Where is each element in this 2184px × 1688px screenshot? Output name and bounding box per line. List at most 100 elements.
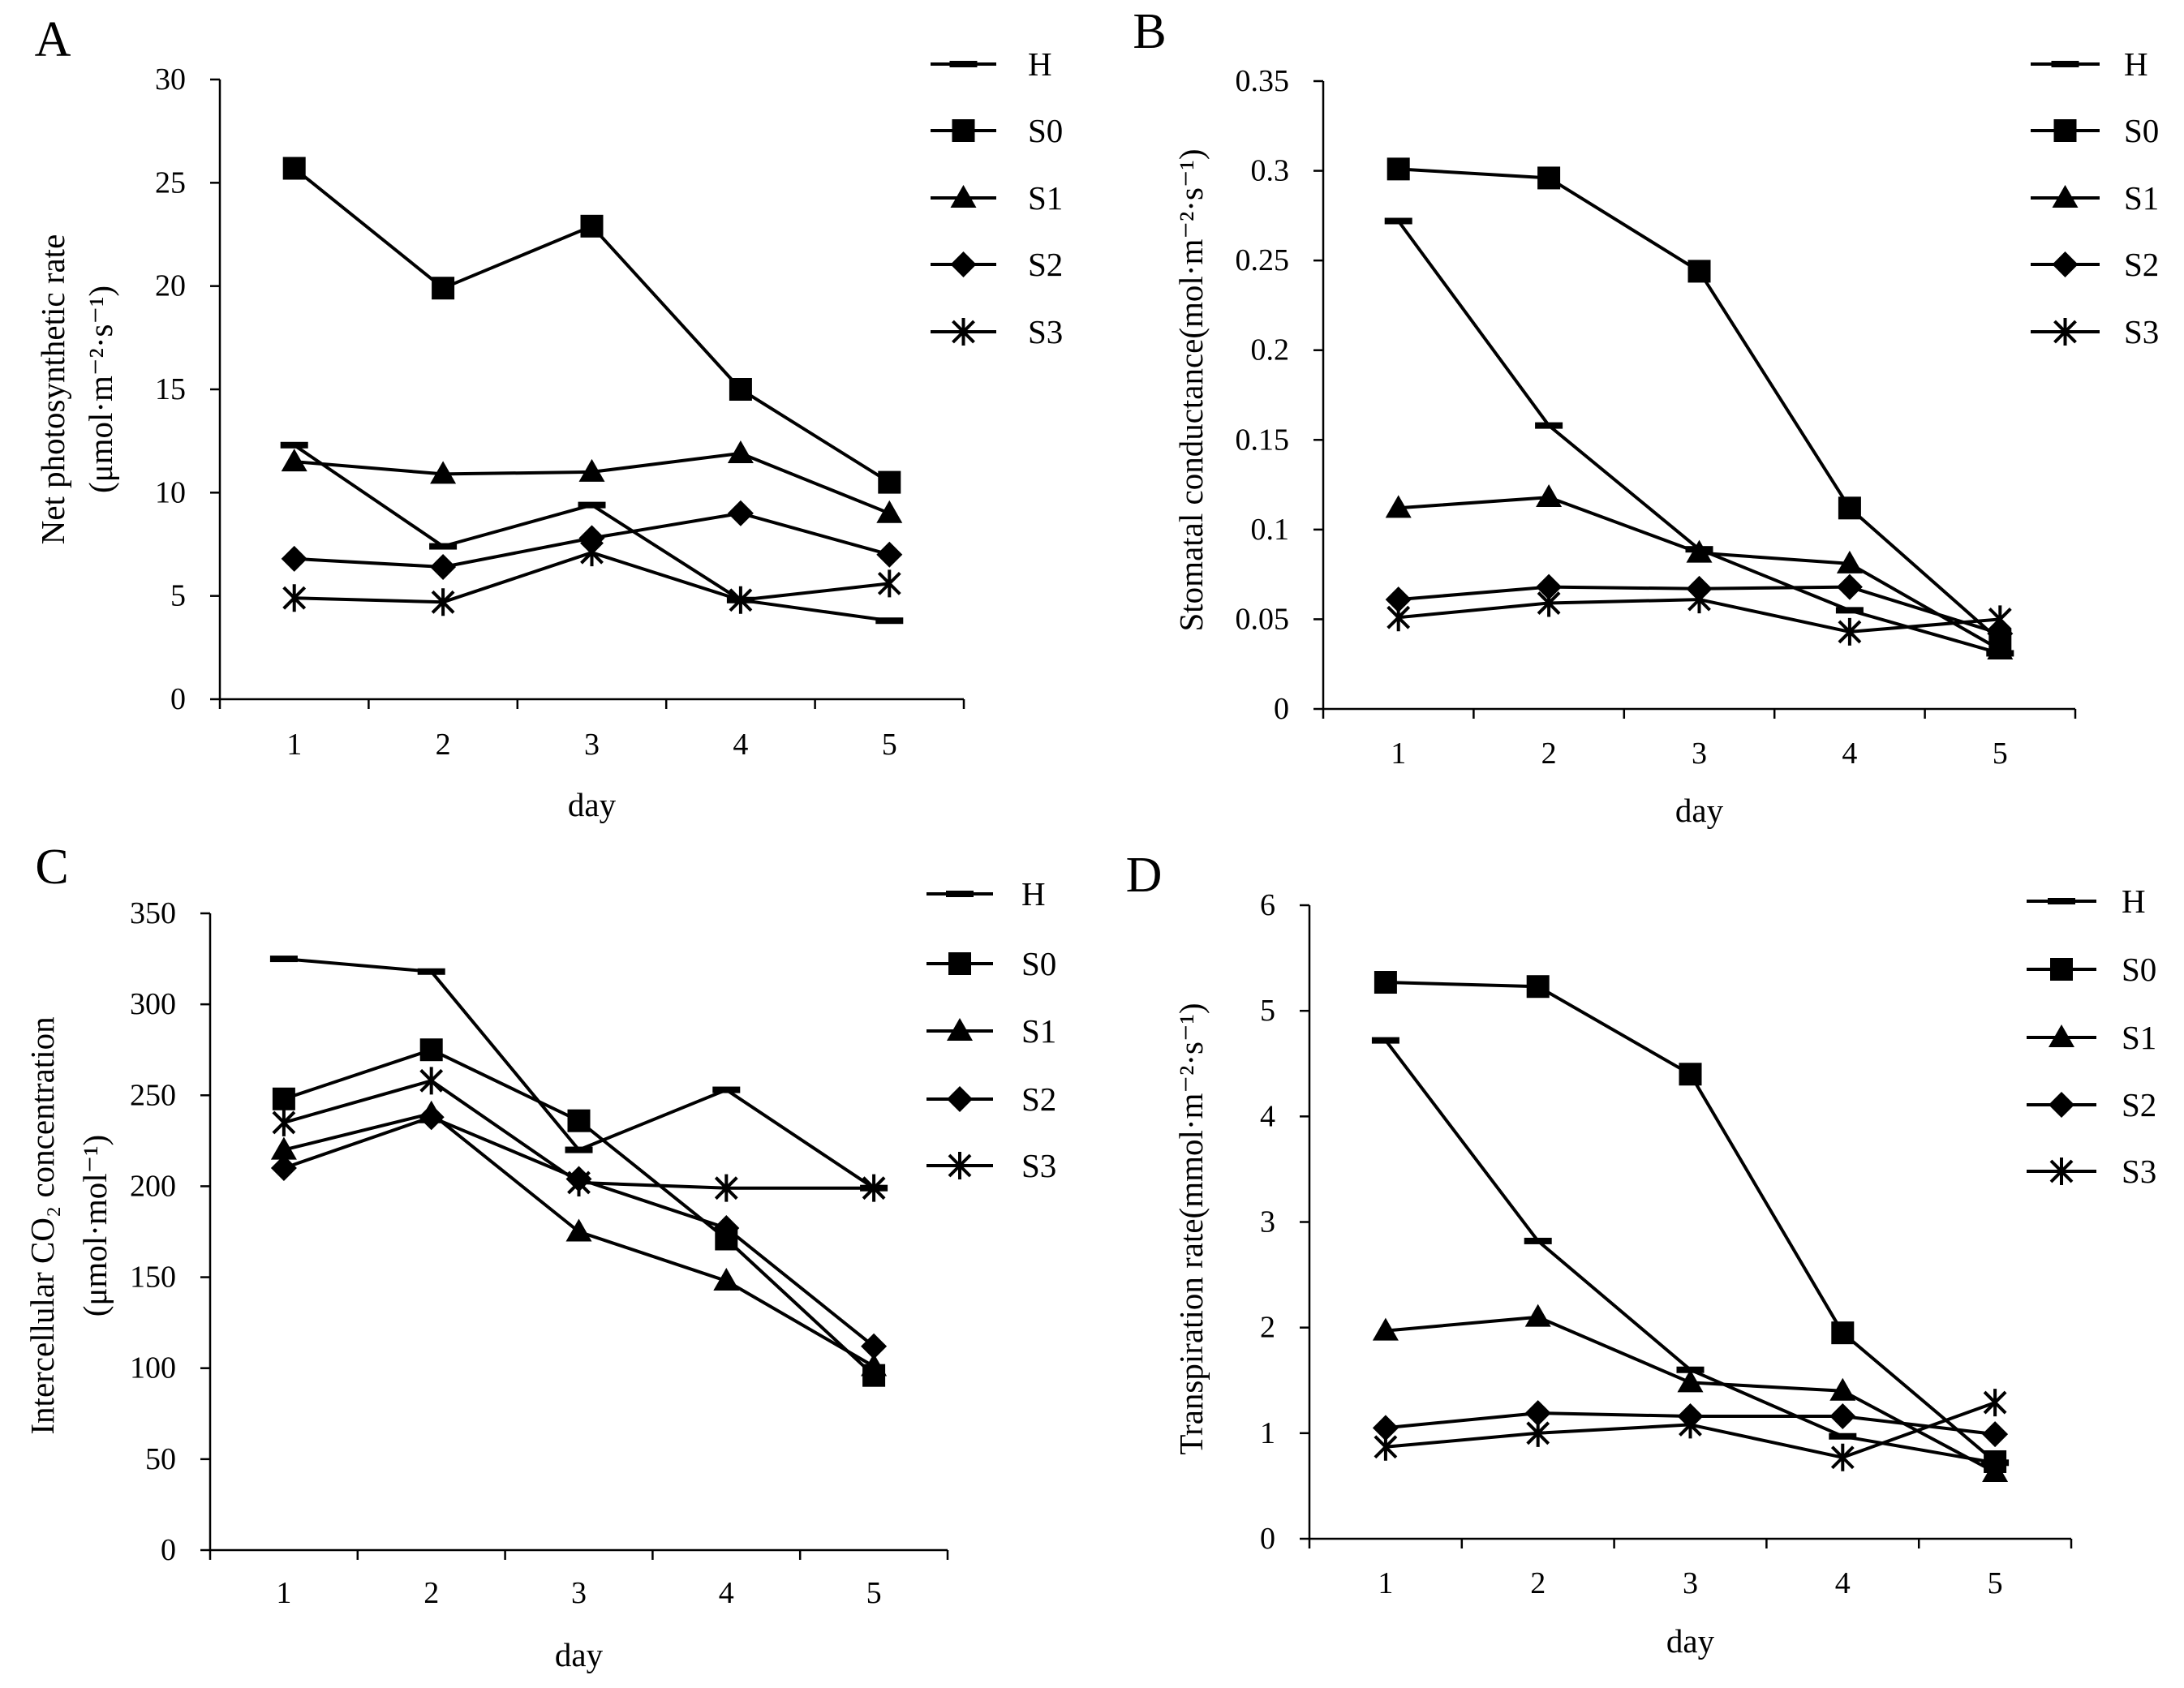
y-tick-label: 5 (1260, 994, 1275, 1028)
x-axis-title: day (555, 1636, 604, 1673)
y-tick-label: 15 (155, 372, 186, 406)
legend-entry-s2: S2 (2027, 1086, 2156, 1123)
legend-entry-s3: S3 (926, 1147, 1056, 1184)
data-point-s3-day4 (1838, 617, 1862, 646)
legend-entry-h: H (931, 45, 1052, 83)
panel-b: B 0 0.05 0.1 0.15 0.2 0.25 0.3 0.35 1 2 3 4 5 day Stoma… (1133, 4, 2159, 829)
y-axis-unit: (μmol·m⁻²·s⁻¹) (82, 286, 119, 493)
legend-label: S0 (1021, 945, 1056, 982)
legend-marker-s1 (2049, 1024, 2074, 1047)
y-tick-label: 0 (170, 682, 186, 716)
legend-marker-s3 (952, 318, 975, 346)
data-point-h-day5 (875, 617, 904, 625)
x-tick-label: 4 (1842, 737, 1857, 771)
data-point-s0-day1 (1374, 971, 1397, 994)
data-point-s1-day2 (1536, 484, 1563, 508)
legend-label: H (1021, 875, 1046, 913)
series-line-h (1384, 1039, 1996, 1465)
data-point-s1-day5 (861, 1353, 888, 1377)
x-axis-title: day (1675, 792, 1724, 829)
legend-marker-s1 (950, 185, 977, 208)
y-tick-label: 0 (161, 1533, 176, 1567)
data-point-s2-day2 (430, 554, 457, 581)
legend-label: S2 (2124, 246, 2159, 283)
legend-marker-s2 (950, 251, 977, 277)
y-tick-label: 4 (1260, 1099, 1275, 1133)
y-tick-label: 0.05 (1236, 602, 1290, 636)
legend-label: S3 (1021, 1147, 1056, 1184)
y-tick-label: 350 (130, 896, 176, 930)
legend-label: S1 (2124, 179, 2159, 217)
data-point-s3-day5 (877, 569, 901, 598)
data-point-s3-day3 (1687, 586, 1711, 614)
plot-area (1371, 971, 2010, 1482)
data-point-h-day3 (578, 501, 606, 509)
x-tick-label: 3 (1683, 1566, 1698, 1600)
data-point-s1-day4 (1829, 1377, 1856, 1401)
data-point-s2-day4 (713, 1215, 740, 1242)
data-point-s2-day4 (1829, 1403, 1856, 1430)
y-tick-label: 10 (155, 475, 186, 509)
data-point-s3-day5 (1983, 1389, 2007, 1417)
legend-marker-h (2048, 898, 2075, 904)
y-axis-title: Net photosynthetic rate (34, 234, 71, 545)
data-point-s1-day4 (713, 1268, 740, 1291)
data-point-s2-day2 (1524, 1400, 1551, 1427)
legend-entry-s0: S0 (2031, 112, 2159, 149)
x-tick-label: 1 (286, 728, 302, 762)
data-point-h-day1 (1384, 217, 1412, 225)
y-tick-label: 150 (130, 1261, 176, 1295)
legend: H S0 S1 S2 S3 (2027, 883, 2156, 1190)
data-point-s0-day2 (419, 1038, 443, 1062)
plot-area (269, 956, 888, 1387)
y-tick-label: 30 (155, 62, 186, 97)
x-tick-label: 2 (1530, 1566, 1546, 1600)
data-point-h-day3 (565, 1146, 593, 1153)
data-point-s1-day1 (1385, 495, 1412, 518)
data-point-s0-day4 (1838, 496, 1861, 520)
series-line-h (283, 957, 875, 1190)
panel-label: D (1126, 848, 1163, 903)
data-point-s1-day3 (578, 458, 605, 482)
legend-marker-s0 (952, 119, 975, 142)
data-point-s1-day1 (270, 1136, 297, 1160)
data-point-s3-day1 (282, 584, 307, 612)
legend-label: S2 (1028, 246, 1063, 283)
data-point-h-day4 (1829, 1432, 1857, 1440)
legend-entry-s3: S3 (931, 313, 1063, 350)
data-point-s2-day2 (1536, 573, 1563, 600)
x-tick-label: 4 (733, 728, 748, 762)
data-point-s3-day3 (567, 1168, 591, 1196)
y-tick-label: 5 (170, 579, 186, 613)
data-point-s3-day2 (419, 1067, 444, 1095)
legend-label: S3 (2124, 313, 2159, 350)
legend-label: H (1028, 45, 1052, 83)
legend-entry-s0: S0 (926, 945, 1056, 982)
y-tick-label: 25 (155, 165, 186, 200)
x-tick-label: 3 (571, 1576, 587, 1610)
y-tick-label: 2 (1260, 1311, 1275, 1345)
x-tick-label: 5 (882, 728, 897, 762)
legend-entry-s0: S0 (931, 112, 1063, 149)
legend: H S0 S1 S2 S3 (931, 45, 1063, 350)
data-point-s0-day1 (282, 157, 306, 180)
x-axis-title: day (1666, 1622, 1715, 1660)
legend-label: S3 (2122, 1153, 2156, 1190)
data-point-h-day4 (712, 1086, 741, 1093)
data-point-s0-day4 (729, 378, 752, 401)
data-point-s3-day2 (1526, 1419, 1550, 1447)
x-tick-label: 1 (1391, 737, 1406, 771)
x-tick-label: 3 (1692, 737, 1707, 771)
data-point-s3-day2 (1537, 589, 1561, 617)
panel-a: A 0 5 10 15 20 25 30 1 2 3 4 5 day Net photosynthetic … (34, 12, 1063, 823)
legend-label: S2 (2122, 1086, 2156, 1123)
data-point-s1-day5 (1982, 1458, 2009, 1482)
data-point-s1-day3 (1686, 539, 1713, 563)
data-point-s2-day1 (1385, 586, 1412, 613)
data-point-s2-day1 (281, 545, 307, 572)
axes: 0 1 2 3 4 5 6 1 2 3 4 5 day Transpiration rate(mmol·m… (1172, 888, 2073, 1660)
x-tick-label: 2 (423, 1576, 439, 1610)
data-point-s1-day1 (281, 449, 307, 472)
data-point-s0-day5 (878, 470, 901, 494)
